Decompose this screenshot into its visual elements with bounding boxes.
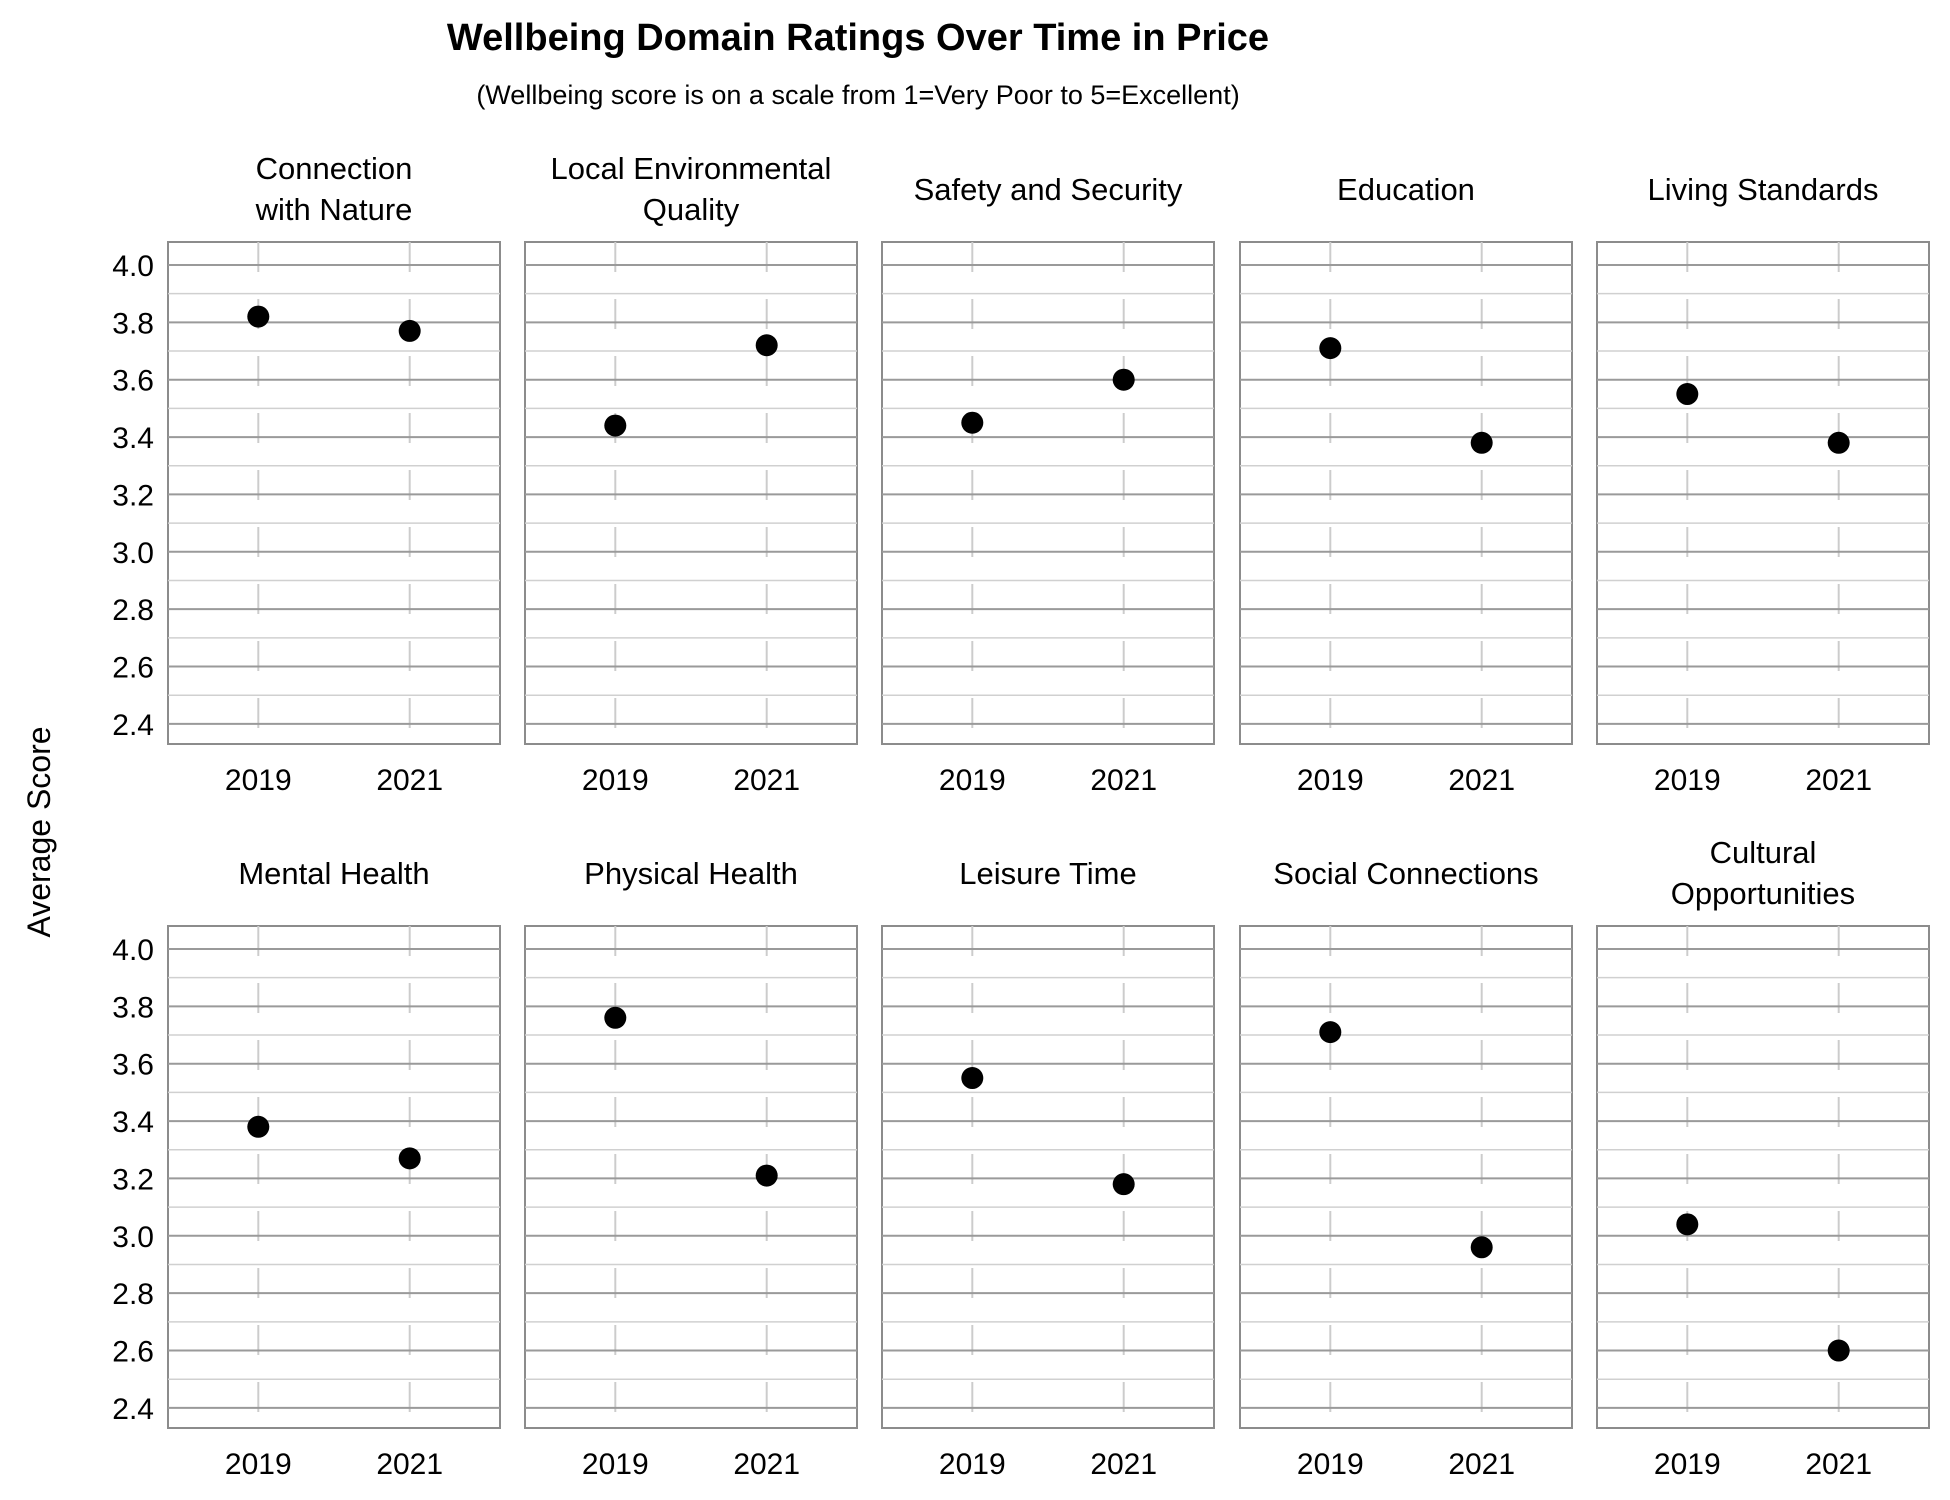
x-tick-label: 2019	[1297, 764, 1364, 797]
x-tick-label: 2019	[1297, 1448, 1364, 1481]
data-point-2021	[1827, 1339, 1850, 1362]
x-tick-label: 2019	[939, 1448, 1006, 1481]
panel-2: Safety and Security 2019 2021	[881, 172, 1215, 797]
y-tick-label: 2.6	[112, 1336, 154, 1369]
y-axis-label: Average Score	[21, 726, 57, 937]
x-tick-label: 2019	[582, 764, 649, 797]
panel-frame	[881, 925, 1215, 1429]
panels: 2.4 2.6 2.8 3.0 3.2 3.4 3.6 3.8 4.0 Connection wit…	[112, 151, 1930, 1481]
x-tick-label: 2019	[939, 764, 1006, 797]
data-point-2019	[1319, 1021, 1342, 1044]
panel-frame	[881, 241, 1215, 745]
panel-title: Connection with Nature	[255, 151, 413, 227]
panel-9: Cultural Opportunities 2019 2021	[1596, 835, 1930, 1481]
panel-title: Physical Health	[584, 856, 798, 891]
panel-frame	[1239, 925, 1573, 1429]
data-point-2021	[1470, 1236, 1493, 1259]
data-point-2021	[1112, 368, 1135, 391]
panel-frame	[167, 925, 501, 1429]
data-point-2021	[398, 319, 421, 342]
x-tick-label: 2021	[1448, 1448, 1515, 1481]
data-point-2021	[1470, 431, 1493, 454]
panel-title: Cultural Opportunities	[1671, 835, 1855, 911]
panel-frame	[524, 241, 858, 745]
x-tick-label: 2019	[1654, 764, 1721, 797]
data-point-2021	[755, 1164, 778, 1187]
y-tick-label: 3.4	[112, 1106, 154, 1139]
data-point-2019	[604, 414, 627, 437]
data-point-2019	[961, 1067, 984, 1090]
x-tick-label: 2021	[1090, 764, 1157, 797]
y-tick-label: 2.8	[112, 594, 154, 627]
x-tick-label: 2021	[1090, 1448, 1157, 1481]
panel-frame	[167, 241, 501, 745]
x-tick-label: 2021	[1805, 764, 1872, 797]
panel-frame	[1596, 925, 1930, 1429]
x-tick-label: 2019	[225, 764, 292, 797]
y-tick-label: 3.6	[112, 365, 154, 398]
data-point-2021	[755, 334, 778, 357]
y-tick-label: 3.8	[112, 307, 154, 340]
x-tick-label: 2021	[1805, 1448, 1872, 1481]
panel-8: Social Connections 2019 2021	[1239, 856, 1573, 1481]
panel-title-line: Cultural	[1710, 835, 1817, 870]
panel-5: 2.4 2.6 2.8 3.0 3.2 3.4 3.6 3.8 4.0 Mental Health…	[112, 856, 501, 1481]
panel-title-line: Quality	[643, 192, 740, 227]
y-tick-label: 2.6	[112, 652, 154, 685]
y-tick-label: 3.6	[112, 1049, 154, 1082]
panel-title-line: with Nature	[255, 192, 413, 227]
data-point-2021	[398, 1147, 421, 1170]
y-tick-label: 3.4	[112, 422, 154, 455]
y-tick-label: 3.0	[112, 1221, 154, 1254]
chart-subtitle: (Wellbeing score is on a scale from 1=Ve…	[476, 80, 1239, 110]
y-tick-label: 4.0	[112, 250, 154, 283]
panel-frame	[1596, 241, 1930, 745]
data-point-2021	[1827, 431, 1850, 454]
panel-3: Education 2019 2021	[1239, 172, 1573, 797]
x-tick-label: 2021	[376, 1448, 443, 1481]
data-point-2019	[604, 1006, 627, 1029]
y-tick-label: 2.4	[112, 1393, 154, 1426]
panel-title-line: Opportunities	[1671, 876, 1855, 911]
panel-1: Local Environmental Quality 2019 2021	[524, 151, 858, 797]
data-point-2021	[1112, 1173, 1135, 1196]
y-tick-label: 3.8	[112, 991, 154, 1024]
x-tick-label: 2019	[1654, 1448, 1721, 1481]
y-tick-label: 4.0	[112, 934, 154, 967]
chart-title: Wellbeing Domain Ratings Over Time in Pr…	[447, 17, 1269, 59]
panel-title-line: Local Environmental	[551, 151, 832, 186]
panel-frame	[524, 925, 858, 1429]
data-point-2019	[1319, 337, 1342, 360]
panel-title: Leisure Time	[959, 856, 1136, 891]
panel-title: Social Connections	[1273, 856, 1538, 891]
x-tick-label: 2019	[582, 1448, 649, 1481]
y-tick-label: 3.2	[112, 1163, 154, 1196]
panel-title: Local Environmental Quality	[551, 151, 832, 227]
data-point-2019	[1676, 1213, 1699, 1236]
x-tick-label: 2021	[733, 764, 800, 797]
y-tick-label: 2.4	[112, 709, 154, 742]
panel-title: Education	[1337, 172, 1475, 207]
data-point-2019	[1676, 383, 1699, 406]
panel-title: Living Standards	[1648, 172, 1879, 207]
panel-6: Physical Health 2019 2021	[524, 856, 858, 1481]
panel-title-line: Connection	[256, 151, 413, 186]
data-point-2019	[961, 411, 984, 434]
panel-frame	[1239, 241, 1573, 745]
panel-0: 2.4 2.6 2.8 3.0 3.2 3.4 3.6 3.8 4.0 Connection wit…	[112, 151, 501, 797]
y-tick-label: 3.0	[112, 537, 154, 570]
x-tick-label: 2019	[225, 1448, 292, 1481]
panel-4: Living Standards 2019 2021	[1596, 172, 1930, 797]
data-point-2019	[247, 305, 270, 328]
y-tick-label: 2.8	[112, 1278, 154, 1311]
x-tick-label: 2021	[1448, 764, 1515, 797]
y-tick-label: 3.2	[112, 479, 154, 512]
x-tick-label: 2021	[376, 764, 443, 797]
x-tick-label: 2021	[733, 1448, 800, 1481]
panel-7: Leisure Time 2019 2021	[881, 856, 1215, 1481]
panel-title: Safety and Security	[914, 172, 1183, 207]
panel-title: Mental Health	[238, 856, 429, 891]
data-point-2019	[247, 1115, 270, 1138]
